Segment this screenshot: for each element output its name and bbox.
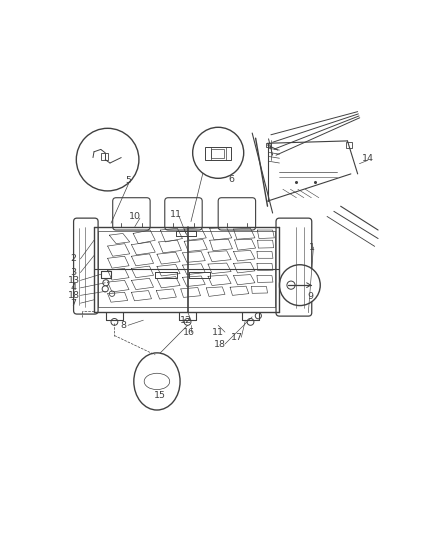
Text: 8: 8 (120, 321, 126, 330)
Circle shape (76, 128, 138, 191)
FancyBboxPatch shape (218, 198, 255, 230)
Text: 3: 3 (71, 268, 77, 277)
Circle shape (184, 319, 191, 325)
Text: 6: 6 (228, 174, 234, 183)
Circle shape (109, 291, 114, 296)
Bar (101, 154, 108, 159)
Text: 5: 5 (125, 176, 131, 185)
Text: 10: 10 (128, 212, 141, 221)
Text: 11: 11 (169, 210, 181, 219)
Text: 18: 18 (213, 340, 226, 349)
Text: 12: 12 (180, 316, 191, 325)
Text: 14: 14 (361, 154, 373, 163)
Circle shape (279, 265, 319, 305)
FancyBboxPatch shape (74, 218, 98, 314)
Bar (265, 143, 271, 147)
Bar (211, 149, 224, 158)
Circle shape (102, 280, 109, 286)
Text: 16: 16 (183, 328, 195, 337)
Text: 18: 18 (67, 291, 79, 300)
Text: 2: 2 (71, 254, 76, 263)
Text: 13: 13 (67, 276, 79, 285)
Ellipse shape (147, 376, 166, 387)
Text: 7: 7 (71, 298, 76, 308)
Ellipse shape (144, 373, 170, 390)
Circle shape (192, 127, 243, 179)
Circle shape (286, 281, 294, 289)
Text: 11: 11 (212, 328, 224, 337)
Text: 17: 17 (230, 333, 242, 342)
Text: 1: 1 (308, 243, 314, 252)
Text: 4: 4 (71, 284, 76, 293)
Circle shape (254, 313, 261, 319)
Circle shape (102, 286, 108, 292)
Circle shape (111, 319, 117, 325)
Circle shape (247, 319, 253, 325)
Bar (204, 147, 230, 160)
FancyBboxPatch shape (276, 218, 311, 316)
Text: 15: 15 (154, 391, 166, 400)
FancyBboxPatch shape (164, 198, 202, 230)
FancyBboxPatch shape (113, 198, 150, 230)
Text: 9: 9 (306, 292, 312, 301)
Ellipse shape (134, 353, 180, 410)
Bar (345, 142, 351, 148)
